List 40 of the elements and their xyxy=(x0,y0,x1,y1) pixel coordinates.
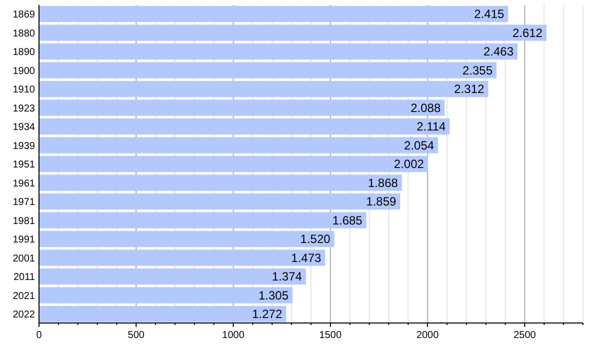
y-tick-label: 2021 xyxy=(12,290,36,302)
data-label: 2.312 xyxy=(454,82,485,96)
x-tick-label: 0 xyxy=(36,330,42,341)
data-label: 2.415 xyxy=(474,7,505,22)
x-tick-label: 1500 xyxy=(319,330,342,341)
data-label: 1.272 xyxy=(252,307,282,322)
y-tick-label: 1900 xyxy=(12,66,36,77)
y-tick-label: 1910 xyxy=(12,84,36,96)
y-tick-label: 1923 xyxy=(12,103,36,114)
data-label: 2.463 xyxy=(483,44,514,59)
data-label: 2.002 xyxy=(394,157,424,172)
y-tick-label: 2022 xyxy=(12,310,36,320)
data-label: 2.114 xyxy=(416,120,446,134)
data-label: 1.374 xyxy=(272,270,302,284)
data-label: 1.859 xyxy=(366,194,396,209)
y-tick-label: 1961 xyxy=(12,178,36,190)
data-label: 2.054 xyxy=(404,138,434,152)
x-tick-label: 2000 xyxy=(416,330,440,341)
data-label: 1.685 xyxy=(332,213,363,228)
y-tick-label: 2011 xyxy=(13,272,36,283)
data-label: 1.868 xyxy=(368,176,398,190)
x-tick-label: 2500 xyxy=(514,330,536,341)
y-tick-label: 1869 xyxy=(12,10,36,20)
y-tick-label: 1890 xyxy=(12,47,36,58)
data-label: 2.355 xyxy=(462,63,493,78)
y-tick-label: 1951 xyxy=(12,160,36,170)
data-label: 1.520 xyxy=(300,232,331,246)
data-label: 2.088 xyxy=(410,100,441,115)
y-tick-label: 1934 xyxy=(12,122,36,133)
y-tick-label: 1880 xyxy=(12,28,36,40)
y-tick-label: 1981 xyxy=(12,216,36,227)
y-tick-label: 1971 xyxy=(12,197,36,208)
data-label: 1.305 xyxy=(258,288,289,302)
y-tick-label: 1991 xyxy=(12,234,36,246)
data-label: 2.612 xyxy=(512,26,543,40)
data-label: 1.473 xyxy=(291,250,322,265)
y-tick-label: 1939 xyxy=(12,140,36,152)
x-tick-label: 500 xyxy=(128,330,145,341)
y-tick-label: 2001 xyxy=(12,253,36,264)
x-tick-label: 1000 xyxy=(222,330,245,341)
